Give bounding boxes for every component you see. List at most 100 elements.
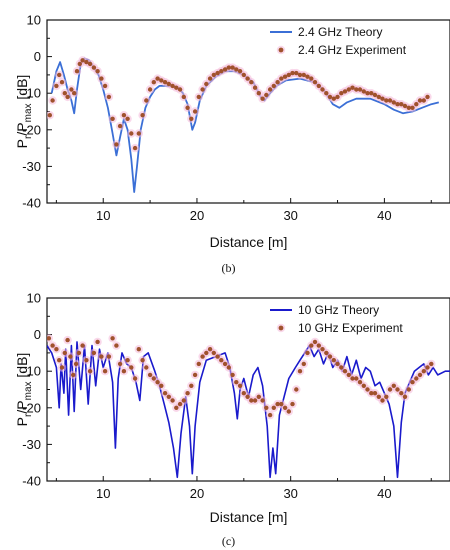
data-point (384, 394, 389, 399)
y-axis-label-part: [dB] (14, 75, 30, 104)
data-point (275, 80, 280, 85)
chart-panel-c: 10 0 -10 -20 -30 -40 10 20 30 40 Distance [m] Pr/Pm… (14, 291, 450, 548)
data-point (327, 354, 333, 359)
data-point (417, 98, 423, 103)
data-point (159, 78, 164, 83)
data-point (230, 372, 235, 378)
data-point (211, 72, 216, 78)
data-point (380, 96, 385, 101)
data-point (140, 358, 145, 363)
x-tick-label: 40 (377, 208, 391, 223)
data-point (80, 58, 85, 63)
data-point (69, 87, 74, 92)
data-point (249, 398, 254, 403)
data-point (72, 91, 77, 96)
data-point (414, 102, 419, 107)
data-point (387, 387, 393, 392)
data-point (399, 391, 404, 396)
y-axis-label-part: /P (14, 400, 30, 413)
data-point (301, 72, 306, 78)
data-point (196, 94, 201, 100)
data-point (114, 343, 119, 348)
data-point (376, 394, 381, 399)
data-point (121, 369, 127, 374)
data-point (162, 391, 168, 396)
data-point (73, 361, 79, 367)
data-point (181, 398, 186, 403)
legend-label: 2.4 GHz Experiment (298, 43, 407, 57)
data-point (260, 96, 265, 101)
data-point (406, 387, 411, 392)
data-point (192, 109, 198, 114)
panel-caption: (c) (222, 534, 235, 548)
x-tick-label: 20 (190, 486, 204, 501)
data-point (155, 76, 160, 81)
x-tick-label: 20 (190, 208, 204, 223)
data-point (62, 91, 67, 96)
y-tick-label: -30 (22, 159, 41, 174)
data-point (47, 113, 52, 118)
data-point (320, 347, 325, 352)
data-point (309, 76, 314, 81)
data-point (59, 365, 65, 370)
y-tick-label: 0 (34, 49, 41, 64)
data-point (294, 70, 299, 76)
data-point (159, 383, 164, 388)
data-point (395, 387, 400, 392)
data-point (414, 376, 419, 381)
data-point (357, 380, 363, 385)
data-point (290, 70, 295, 76)
data-point (429, 361, 434, 367)
data-point (207, 76, 213, 81)
data-point (264, 405, 269, 410)
data-point (421, 369, 426, 374)
data-point (110, 336, 115, 341)
data-point (237, 69, 243, 74)
data-point (350, 376, 355, 381)
data-point (361, 383, 366, 388)
y-tick-label: -30 (22, 437, 41, 452)
data-point (102, 83, 108, 89)
data-point (77, 61, 83, 67)
data-point (339, 365, 344, 370)
data-point (177, 87, 183, 92)
data-point (316, 83, 321, 89)
y-axis-label-part: [dB] (14, 353, 30, 382)
data-point (136, 131, 141, 136)
data-point (372, 391, 378, 396)
data-point (354, 87, 359, 92)
data-point (369, 391, 374, 396)
data-point (87, 61, 93, 67)
data-point (384, 98, 389, 103)
data-point (47, 336, 52, 341)
data-point (395, 102, 400, 107)
data-point (305, 74, 310, 79)
data-point (391, 100, 396, 105)
data-point (327, 94, 333, 100)
data-point (181, 94, 186, 100)
y-tick-label: 10 (27, 291, 41, 306)
data-point (271, 405, 276, 410)
data-point (350, 85, 355, 90)
data-point (335, 94, 340, 100)
data-point (369, 91, 374, 96)
data-point (95, 339, 100, 345)
data-point (132, 376, 138, 381)
legend: 2.4 GHz Theory 2.4 GHz Experiment (270, 25, 407, 57)
data-point (286, 409, 291, 414)
data-point (144, 98, 149, 103)
data-point (211, 350, 216, 356)
data-point (125, 116, 130, 122)
panel-caption: (b) (222, 261, 236, 275)
data-point (410, 105, 415, 111)
data-point (71, 372, 76, 378)
y-axis-label-part: P (14, 139, 30, 148)
data-point (50, 98, 55, 103)
plot-area (47, 56, 440, 193)
data-point (230, 65, 235, 70)
data-point (245, 394, 250, 399)
data-point (380, 398, 385, 403)
legend-label: 10 GHz Theory (298, 303, 379, 317)
data-point (316, 343, 321, 348)
